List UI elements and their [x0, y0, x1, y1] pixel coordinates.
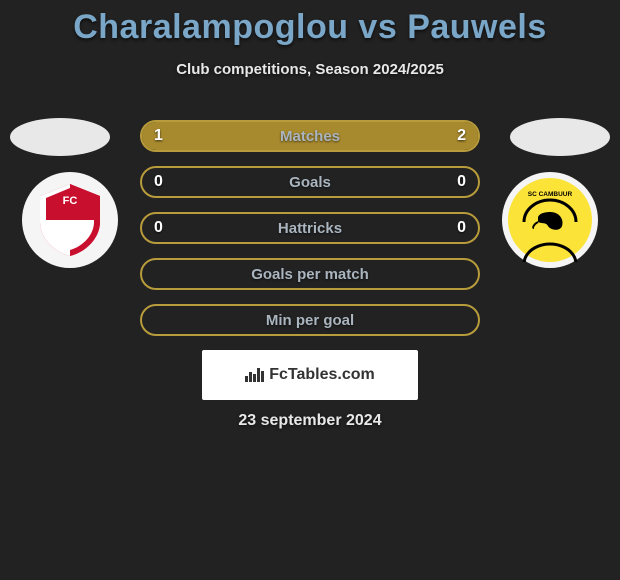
bar-chart-icon	[245, 368, 265, 382]
svg-text:FC: FC	[63, 195, 78, 207]
stat-row-min-per-goal: Min per goal	[140, 304, 480, 336]
player-flag-right	[510, 118, 610, 156]
stat-label: Min per goal	[266, 312, 354, 329]
stat-row-matches: 1 Matches 2	[140, 120, 480, 152]
stat-value-right: 0	[457, 173, 466, 191]
stat-value-left: 1	[154, 127, 163, 145]
club-badge-right: SC CAMBUUR	[502, 172, 598, 268]
subtitle: Club competitions, Season 2024/2025	[0, 61, 620, 78]
club-badge-left: FC	[22, 172, 118, 268]
stat-value-left: 0	[154, 173, 163, 191]
stat-value-right: 2	[457, 127, 466, 145]
stat-label: Matches	[280, 128, 340, 145]
stats-container: 1 Matches 2 0 Goals 0 0 Hattricks 0 Goal…	[140, 120, 480, 350]
fctables-watermark[interactable]: FcTables.com	[202, 350, 418, 400]
stat-row-goals-per-match: Goals per match	[140, 258, 480, 290]
club-logo-right-icon: SC CAMBUUR	[508, 178, 592, 262]
stat-label: Hattricks	[278, 220, 342, 237]
fctables-label: FcTables.com	[269, 366, 375, 384]
page-title: Charalampoglou vs Pauwels	[0, 0, 620, 47]
player-flag-left	[10, 118, 110, 156]
svg-text:SC CAMBUUR: SC CAMBUUR	[528, 191, 573, 198]
stat-value-right: 0	[457, 219, 466, 237]
stat-row-goals: 0 Goals 0	[140, 166, 480, 198]
stat-label: Goals per match	[251, 266, 369, 283]
club-logo-left-icon: FC	[28, 178, 112, 262]
stat-row-hattricks: 0 Hattricks 0	[140, 212, 480, 244]
stat-label: Goals	[289, 174, 331, 191]
stat-value-left: 0	[154, 219, 163, 237]
date-line: 23 september 2024	[0, 412, 620, 430]
